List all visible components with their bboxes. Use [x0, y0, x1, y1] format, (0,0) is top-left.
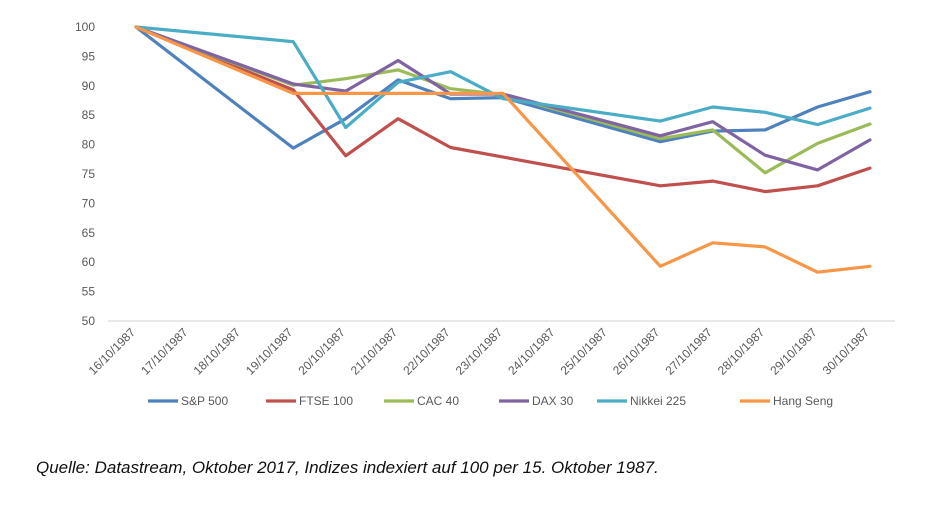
x-tick-label: 27/10/1987	[662, 325, 715, 378]
y-tick-label: 55	[82, 285, 96, 299]
legend-label: S&P 500	[181, 394, 228, 408]
legend-label: CAC 40	[417, 394, 459, 408]
x-tick-label: 24/10/1987	[505, 325, 558, 378]
series-line	[134, 25, 872, 274]
x-tick-label: 20/10/1987	[295, 325, 348, 378]
y-tick-label: 50	[82, 314, 96, 328]
series-line	[134, 25, 872, 150]
legend-label: Nikkei 225	[630, 394, 686, 408]
chart-caption: Quelle: Datastream, Oktober 2017, Indize…	[36, 458, 659, 477]
x-tick-label: 30/10/1987	[820, 325, 873, 378]
x-tick-label: 17/10/1987	[138, 325, 191, 378]
series-line	[134, 25, 872, 194]
y-tick-label: 90	[82, 79, 96, 93]
y-tick-label: 60	[82, 255, 96, 269]
y-tick-label: 70	[82, 196, 96, 210]
legend-label: FTSE 100	[299, 394, 353, 408]
x-tick-label: 25/10/1987	[558, 325, 611, 378]
y-tick-label: 85	[82, 108, 96, 122]
y-tick-label: 80	[82, 138, 96, 152]
x-tick-label: 22/10/1987	[400, 325, 453, 378]
y-tick-label: 95	[82, 49, 96, 63]
y-tick-label: 75	[82, 167, 96, 181]
x-tick-label: 26/10/1987	[610, 325, 663, 378]
x-tick-label: 28/10/1987	[715, 325, 768, 378]
x-tick-label: 19/10/1987	[243, 325, 296, 378]
x-tick-label: 21/10/1987	[348, 325, 401, 378]
x-tick-label: 18/10/1987	[191, 325, 244, 378]
x-tick-label: 16/10/1987	[86, 325, 139, 378]
legend-label: Hang Seng	[773, 394, 833, 408]
x-tick-label: 23/10/1987	[453, 325, 506, 378]
y-tick-label: 65	[82, 226, 96, 240]
line-chart: 50 55 60 65 70 75 80 85 90 95 100 16/10/1987 17/10/1…	[75, 20, 895, 408]
y-tick-label: 100	[75, 20, 95, 34]
legend-label: DAX 30	[532, 394, 574, 408]
series-line	[134, 25, 872, 130]
x-tick-label: 29/10/1987	[767, 325, 820, 378]
